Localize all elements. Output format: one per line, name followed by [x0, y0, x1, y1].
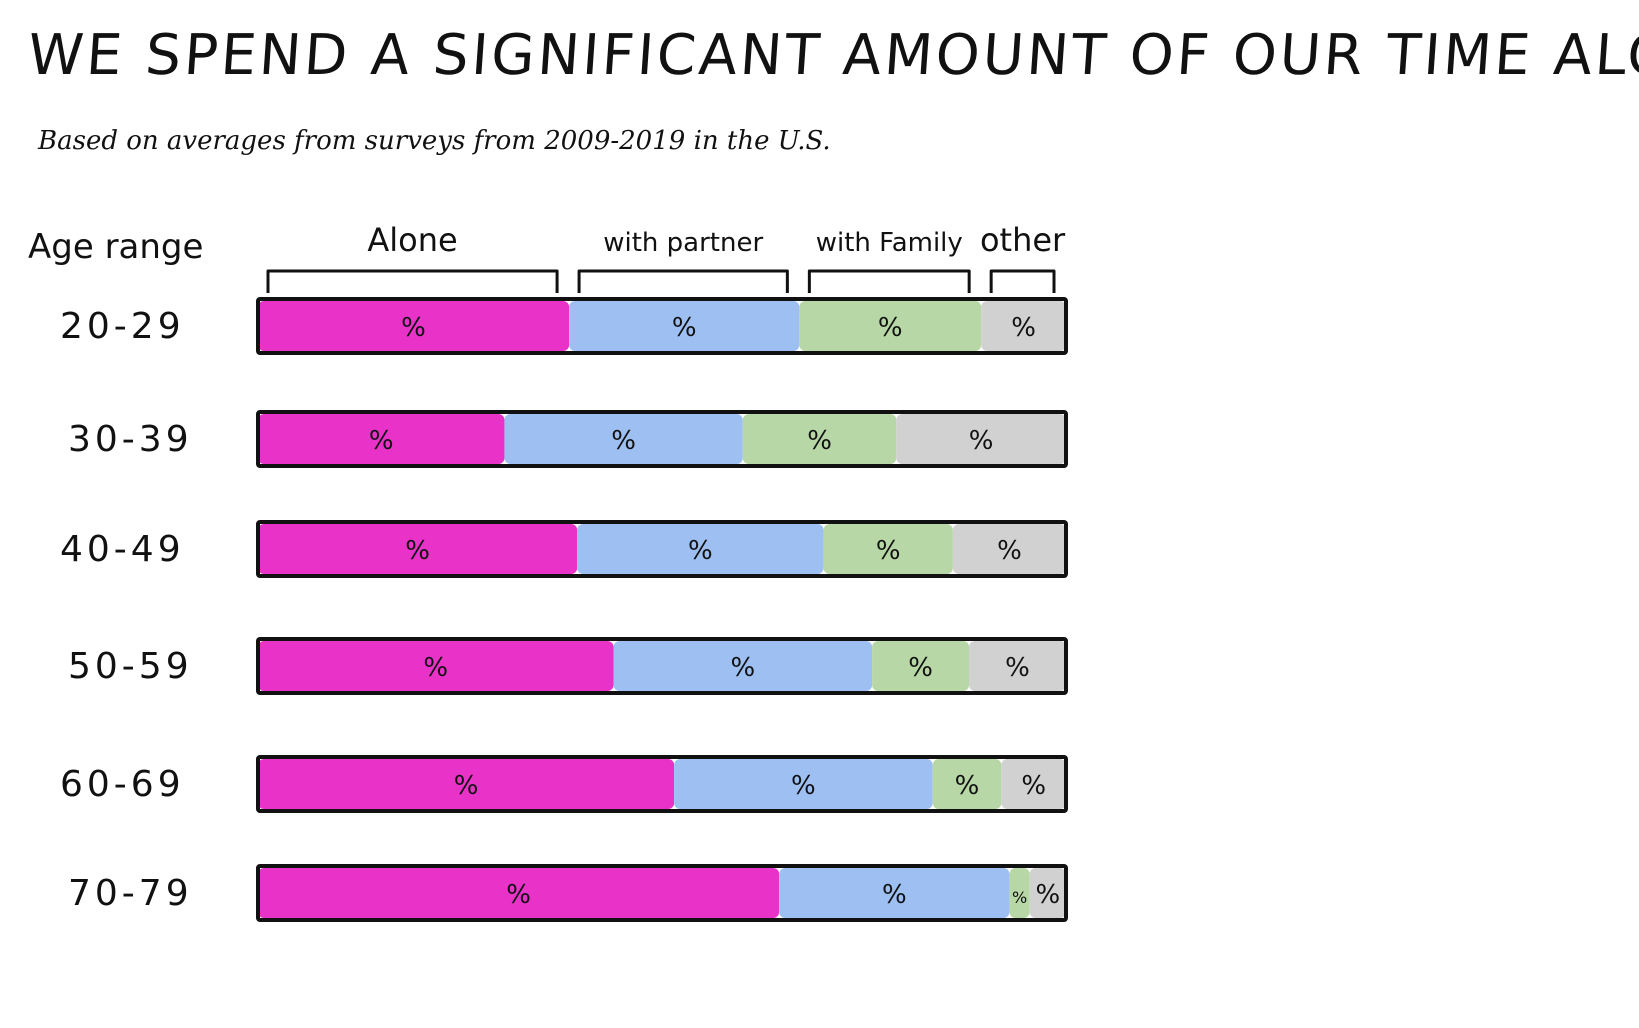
bar-row-50-59: 50-59%%%%	[68, 637, 1068, 695]
bar-row-30-39: 30-39%%%%	[68, 410, 1068, 468]
bar-row-20-29: 20-29%%%%	[60, 297, 1068, 355]
bar-outline	[256, 864, 1068, 922]
data-label: %	[882, 880, 907, 910]
bar-segment-alone	[258, 868, 780, 918]
category-label: 20-29	[60, 306, 185, 347]
data-label: %	[1035, 880, 1060, 910]
bar-segment-alone	[258, 414, 505, 464]
bar-segment-alone	[258, 301, 570, 351]
bar-row-60-69: 60-69%%%%	[60, 755, 1068, 813]
bars: 20-29%%% %30-39%%% %40-49%%% %50-59%%% %60-6…	[60, 297, 1068, 922]
bar-segment-other	[1029, 868, 1066, 918]
bar-outline	[256, 297, 1068, 355]
bar-outline	[256, 410, 1068, 468]
data-label: %	[878, 313, 903, 343]
data-label: %	[423, 653, 448, 683]
legend-label: Alone	[367, 221, 457, 259]
legend-bracket	[577, 269, 789, 293]
category-label: 70-79	[68, 873, 193, 914]
data-label: %	[454, 771, 479, 801]
bar-segment-with-family	[799, 301, 982, 351]
legend-bracket	[266, 269, 559, 293]
legend-label: with partner	[603, 228, 763, 258]
y-axis-label: Age range	[28, 227, 203, 267]
data-label: %	[730, 653, 755, 683]
bar-segment-with-partner	[577, 524, 824, 574]
bar-segment-with-family	[1009, 868, 1030, 918]
legend-label: other	[980, 221, 1066, 259]
data-label: %	[688, 536, 713, 566]
bar-outline	[256, 520, 1068, 578]
bar-segment-with-family	[932, 759, 1002, 809]
data-label: %	[401, 313, 426, 343]
bar-segment-with-family	[742, 414, 897, 464]
bar-segment-alone	[258, 759, 675, 809]
chart-subtitle: Based on averages from surveys from 2009…	[38, 126, 831, 156]
data-label: %	[611, 426, 636, 456]
bar-segment-with-partner	[779, 868, 1010, 918]
bar-segment-other	[981, 301, 1066, 351]
data-label: %	[1005, 653, 1030, 683]
bar-segment-alone	[258, 524, 578, 574]
bar-segment-alone	[258, 641, 614, 691]
bar-segment-with-partner	[569, 301, 800, 351]
data-label: %	[791, 771, 816, 801]
data-label: %	[405, 536, 430, 566]
bar-outline	[256, 637, 1068, 695]
bar-row-70-79: 70-79%%%%	[68, 864, 1068, 922]
data-label: %	[955, 771, 980, 801]
data-label: %	[369, 426, 394, 456]
bar-segment-other	[952, 524, 1066, 574]
bar-segment-with-family	[823, 524, 953, 574]
category-label: 50-59	[68, 646, 193, 687]
data-label: %	[969, 426, 994, 456]
bar-segment-with-family	[872, 641, 970, 691]
category-label: 60-69	[60, 764, 185, 805]
legend-label: with Family	[816, 228, 963, 258]
bar-row-40-49: 40-49%%%%	[60, 520, 1068, 578]
data-label: %	[506, 880, 531, 910]
data-label: %	[1021, 771, 1046, 801]
legend-item-alone: Alone	[266, 221, 559, 293]
data-label: %	[1012, 888, 1027, 907]
data-label: %	[1011, 313, 1036, 343]
legend-item-other: other	[980, 221, 1066, 293]
bar-segment-with-partner	[504, 414, 743, 464]
bar-segment-other	[969, 641, 1066, 691]
data-label: %	[807, 426, 832, 456]
legend: Alone with partner with Family other	[266, 221, 1066, 293]
data-label: %	[997, 536, 1022, 566]
legend-item-with-family: with Family	[807, 228, 971, 293]
data-label: %	[876, 536, 901, 566]
data-label: %	[908, 653, 933, 683]
bar-segment-with-partner	[674, 759, 933, 809]
bar-segment-with-partner	[613, 641, 873, 691]
bar-outline	[256, 755, 1068, 813]
legend-bracket	[807, 269, 971, 293]
category-label: 30-39	[68, 419, 193, 460]
bar-segment-other	[896, 414, 1066, 464]
category-label: 40-49	[60, 529, 185, 570]
data-label: %	[672, 313, 697, 343]
bar-segment-other	[1001, 759, 1066, 809]
legend-bracket	[989, 269, 1056, 293]
legend-item-with-partner: with partner	[577, 228, 789, 293]
